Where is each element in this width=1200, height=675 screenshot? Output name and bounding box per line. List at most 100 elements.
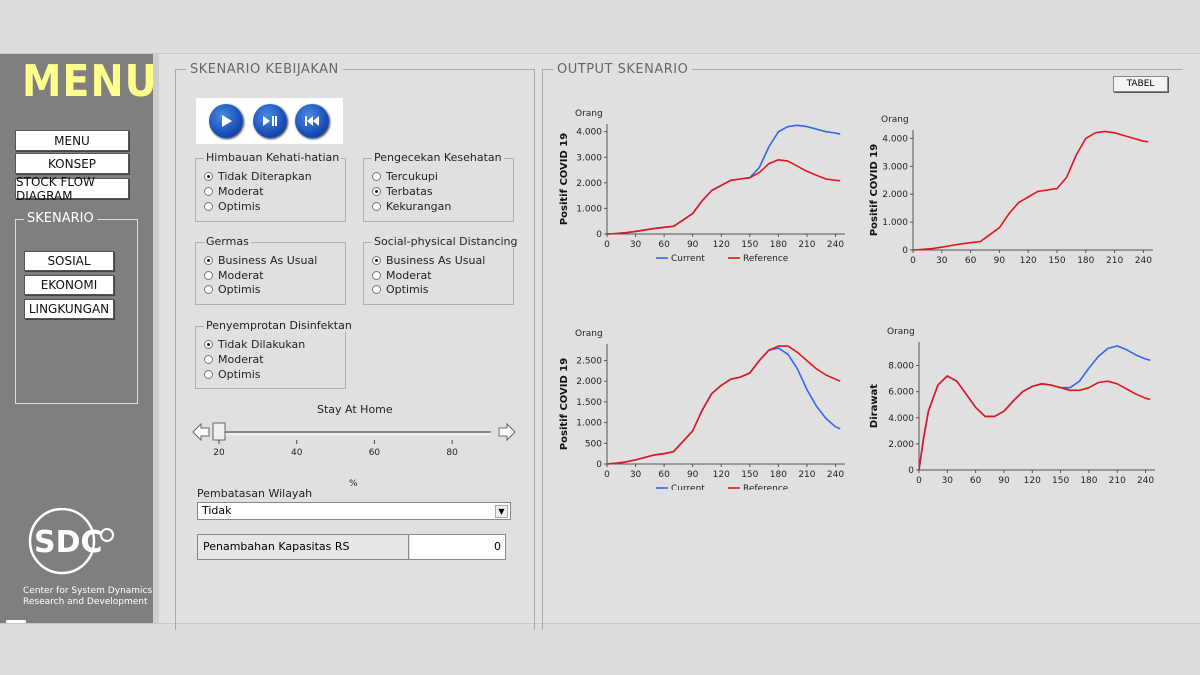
- output-title: OUTPUT SKENARIO: [553, 62, 693, 77]
- pengecekan-option-1[interactable]: Terbatas: [372, 185, 433, 198]
- x-tick-label: 120: [1020, 256, 1037, 266]
- himbauan-title: Himbauan Kehati-hatian: [204, 151, 342, 164]
- y-tick-label: 8.000: [888, 362, 914, 372]
- app-window: MENU MENU KONSEP STOCK FLOW DIAGRAM SKEN…: [0, 53, 1200, 630]
- germas-option-1[interactable]: Moderat: [204, 269, 264, 282]
- rewind-button[interactable]: [295, 104, 329, 138]
- himbauan-option-1[interactable]: Moderat: [204, 185, 264, 198]
- option-label: Terbatas: [386, 185, 433, 198]
- series-line-current: [606, 347, 841, 465]
- x-tick-label: 90: [994, 256, 1006, 266]
- radio-icon[interactable]: [204, 202, 213, 211]
- y-tick-label: 3.000: [882, 162, 908, 172]
- radio-icon[interactable]: [372, 285, 381, 294]
- x-tick-label: 30: [630, 240, 642, 250]
- radio-selected-icon[interactable]: [204, 340, 213, 349]
- x-tick-label: 90: [998, 476, 1010, 486]
- skenario-sosial-button[interactable]: SOSIAL: [24, 251, 114, 271]
- pengecekan-title: Pengecekan Kesehatan: [372, 151, 504, 164]
- unit-label: Orang: [881, 115, 909, 125]
- option-label: Optimis: [218, 368, 261, 381]
- himbauan-option-2[interactable]: Optimis: [204, 200, 261, 213]
- radio-selected-icon[interactable]: [372, 256, 381, 265]
- distancing-option-1[interactable]: Moderat: [372, 269, 432, 282]
- pengecekan-option-2[interactable]: Kekurangan: [372, 200, 451, 213]
- germas-option-0[interactable]: Business As Usual: [204, 254, 317, 267]
- pengecekan-group: Pengecekan Kesehatan Tercukupi Terbatas …: [363, 151, 514, 222]
- radio-selected-icon[interactable]: [204, 256, 213, 265]
- nav-menu-button[interactable]: MENU: [15, 130, 129, 151]
- step-button[interactable]: [253, 104, 287, 138]
- nav-konsep-button[interactable]: KONSEP: [15, 153, 129, 174]
- radio-icon[interactable]: [372, 172, 381, 181]
- option-label: Moderat: [218, 269, 264, 282]
- radio-icon[interactable]: [372, 202, 381, 211]
- y-axis-label: Positif COVID 19: [869, 144, 880, 236]
- pengecekan-option-0[interactable]: Tercukupi: [372, 170, 438, 183]
- skenario-lingkungan-button[interactable]: LINGKUNGAN: [24, 299, 114, 319]
- slider-right-arrow-icon[interactable]: [498, 422, 516, 442]
- option-label: Tidak Diterapkan: [218, 170, 312, 183]
- stay-at-home-slider[interactable]: 20 40 60 80: [191, 420, 521, 472]
- x-tick-label: 0: [910, 256, 916, 266]
- radio-icon[interactable]: [204, 370, 213, 379]
- slider-thumb[interactable]: [212, 422, 226, 441]
- slider-left-arrow-icon[interactable]: [192, 422, 210, 442]
- play-button[interactable]: [209, 104, 243, 138]
- x-tick-label: 60: [965, 256, 977, 266]
- x-tick-label: 30: [630, 470, 642, 480]
- sdc-logo-text: SDC: [34, 525, 103, 560]
- pembatasan-select[interactable]: Tidak ▼: [197, 502, 511, 520]
- distancing-option-0[interactable]: Business As Usual: [372, 254, 485, 267]
- nav-stock-flow-button[interactable]: STOCK FLOW DIAGRAM: [15, 175, 129, 203]
- x-tick-label: 0: [604, 470, 610, 480]
- legend-label: Current: [671, 484, 705, 490]
- germas-option-2[interactable]: Optimis: [204, 283, 261, 296]
- x-tick-label: 150: [1052, 476, 1069, 486]
- tabel-button[interactable]: TABEL: [1113, 76, 1168, 92]
- sidebar: MENU MENU KONSEP STOCK FLOW DIAGRAM SKEN…: [0, 54, 157, 623]
- kebijakan-panel: SKENARIO KEBIJAKAN: [175, 62, 535, 630]
- radio-icon[interactable]: [204, 285, 213, 294]
- sidebar-divider: [153, 54, 159, 623]
- option-label: Optimis: [386, 283, 429, 296]
- radio-icon[interactable]: [372, 271, 381, 280]
- option-label: Business As Usual: [218, 254, 318, 267]
- x-tick-label: 210: [1106, 256, 1123, 266]
- radio-selected-icon[interactable]: [372, 187, 381, 196]
- slider-title: Stay At Home: [317, 403, 393, 416]
- skenario-ekonomi-button[interactable]: EKONOMI: [24, 275, 114, 295]
- chevron-down-icon[interactable]: ▼: [495, 505, 508, 518]
- disinfektan-option-2[interactable]: Optimis: [204, 368, 261, 381]
- kebijakan-title: SKENARIO KEBIJAKAN: [186, 62, 343, 77]
- y-tick-label: 4.000: [576, 128, 602, 138]
- series-line-reference: [912, 130, 1149, 251]
- radio-icon[interactable]: [204, 271, 213, 280]
- slider-tick-label: 80: [446, 448, 458, 458]
- disinfektan-option-1[interactable]: Moderat: [204, 353, 264, 366]
- sdc-logo: SDC: [18, 507, 148, 587]
- x-tick-label: 60: [658, 470, 670, 480]
- option-label: Kekurangan: [386, 200, 452, 213]
- radio-icon[interactable]: [204, 187, 213, 196]
- disinfektan-option-0[interactable]: Tidak Dilakukan: [204, 338, 305, 351]
- pembatasan-label: Pembatasan Wilayah: [197, 487, 313, 500]
- kapasitas-label: Penambahan Kapasitas RS: [198, 535, 409, 559]
- radio-selected-icon[interactable]: [204, 172, 213, 181]
- y-tick-label: 3.000: [576, 153, 602, 163]
- disinfektan-group: Penyemprotan Disinfektan Tidak Dilakukan…: [195, 319, 354, 389]
- x-tick-label: 240: [1135, 256, 1152, 266]
- y-tick-label: 2.500: [576, 357, 602, 367]
- y-tick-label: 500: [585, 439, 602, 449]
- x-tick-label: 60: [970, 476, 982, 486]
- skenario-group: SKENARIO SOSIAL EKONOMI LINGKUNGAN: [15, 211, 138, 404]
- skenario-title: SKENARIO: [24, 211, 97, 226]
- series-line-current: [606, 124, 841, 235]
- radio-icon[interactable]: [204, 355, 213, 364]
- option-label: Optimis: [218, 283, 261, 296]
- chart-positif-1: Orang Positif COVID 19 0 1.000 2.000 3.000 4.0…: [559, 109, 845, 264]
- himbauan-option-0[interactable]: Tidak Diterapkan: [204, 170, 312, 183]
- distancing-option-2[interactable]: Optimis: [372, 283, 429, 296]
- series-line-current: [918, 345, 1151, 471]
- kapasitas-input[interactable]: 0: [410, 535, 505, 559]
